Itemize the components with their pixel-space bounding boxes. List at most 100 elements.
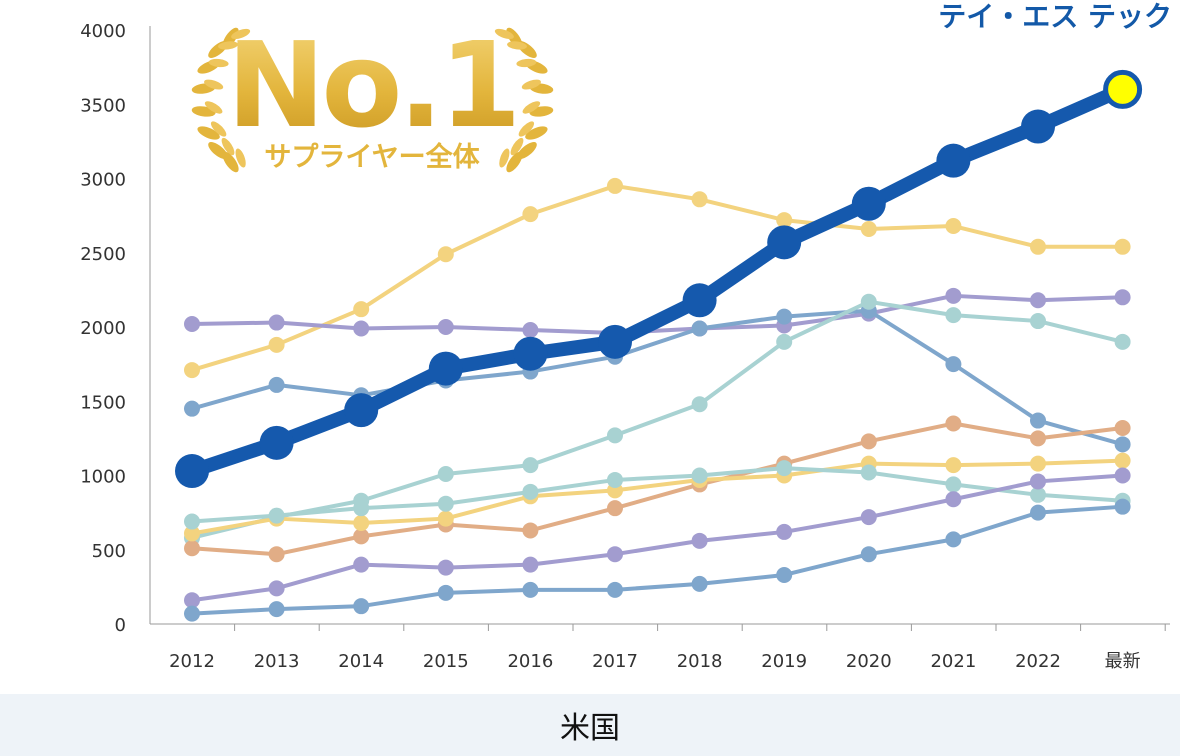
data-point [437, 246, 454, 263]
series-line [190, 458, 1125, 536]
series-layer [175, 69, 1143, 622]
laurel-leaf [204, 101, 223, 114]
laurel-leaf [208, 58, 229, 68]
data-point [184, 513, 200, 530]
data-point [437, 319, 454, 335]
data-point [691, 191, 708, 208]
data-point [522, 483, 539, 500]
series-line [190, 466, 1125, 524]
data-point [353, 500, 370, 517]
data-point [936, 143, 971, 178]
laurel-leaf [510, 137, 524, 156]
data-point [851, 186, 886, 221]
y-tick-label: 1000 [80, 467, 126, 488]
data-point [767, 225, 802, 260]
data-point [1030, 292, 1046, 309]
x-axis-ticks: 2012 2013 2014 2015 2016 2017 2018 2019 2020 2021… [169, 651, 1141, 672]
data-point [175, 454, 209, 489]
y-tick-label: 4000 [80, 21, 126, 42]
data-point [344, 393, 379, 428]
badge-title: No.1 [227, 16, 518, 154]
data-point [268, 376, 285, 393]
data-point [184, 605, 200, 622]
data-point [1030, 455, 1046, 472]
data-point [522, 556, 539, 573]
data-point [945, 491, 962, 508]
x-tick-label: 2018 [677, 651, 723, 672]
x-tick-label: 2013 [254, 651, 300, 672]
laurel-leaf [221, 137, 235, 156]
data-point [184, 540, 200, 557]
data-point [437, 466, 454, 483]
x-tick-label: 2012 [169, 651, 215, 672]
series-line [190, 421, 1125, 557]
x-tick-label: 2022 [1015, 651, 1061, 672]
data-point [1114, 452, 1131, 469]
laurel-leaf [507, 41, 527, 50]
data-point [860, 509, 877, 526]
data-point [776, 460, 793, 477]
laurel-leaf [218, 41, 238, 50]
series-0 [175, 69, 1143, 489]
x-tick-label: 2015 [423, 651, 469, 672]
data-point [522, 321, 539, 338]
data-point [513, 336, 548, 371]
data-point [776, 523, 793, 540]
x-tick-label: 2020 [846, 651, 892, 672]
data-point [437, 584, 454, 601]
data-point [945, 218, 962, 235]
series-line [190, 473, 1125, 603]
laurel-leaf [506, 151, 523, 173]
data-point [1114, 436, 1131, 453]
data-point [945, 307, 962, 324]
data-point [598, 324, 632, 359]
series-7 [184, 460, 1131, 530]
data-point [184, 400, 200, 417]
data-point [184, 592, 200, 609]
data-point [1114, 238, 1131, 255]
x-tick-label: 2016 [507, 651, 553, 672]
data-point [607, 500, 623, 517]
series-9 [184, 498, 1131, 622]
series-4 [184, 293, 1131, 546]
data-point [428, 351, 463, 386]
y-tick-label: 2000 [80, 318, 126, 339]
laurel-leaf [525, 126, 548, 140]
data-point [691, 532, 708, 549]
data-point [860, 546, 877, 563]
laurel-leaf [522, 101, 541, 114]
data-point [1030, 412, 1046, 429]
x-tick-label: 最新 [1105, 651, 1141, 672]
data-point [353, 320, 370, 337]
data-point [776, 333, 793, 350]
axes [149, 26, 1170, 631]
laurel-right-icon [494, 27, 554, 173]
laurel-leaf [516, 58, 537, 68]
data-point [607, 581, 623, 598]
data-point [1030, 430, 1046, 447]
data-point [1030, 238, 1046, 255]
series-line [190, 293, 1125, 335]
data-point [184, 316, 200, 333]
series-line [190, 504, 1125, 616]
data-point [860, 293, 877, 310]
line-chart: No.1 サプライヤー全体 0 500 1000 1500 2000 2500 3000 35… [80, 0, 1172, 672]
data-point [268, 546, 285, 563]
data-point [522, 581, 539, 598]
y-tick-label: 2500 [80, 244, 126, 265]
y-tick-label: 3000 [80, 170, 126, 191]
laurel-leaf [231, 28, 251, 40]
data-point [268, 336, 285, 353]
data-point [607, 427, 623, 444]
data-point [259, 425, 294, 460]
data-point [691, 320, 708, 337]
laurel-leaf [210, 121, 227, 137]
series-8 [184, 467, 1131, 609]
data-point [776, 308, 793, 325]
data-point [945, 457, 962, 474]
series-line [190, 183, 1125, 373]
data-point [522, 206, 539, 223]
no1-badge: No.1 サプライヤー全体 [191, 16, 554, 173]
data-point [691, 575, 708, 592]
data-point [945, 356, 962, 373]
